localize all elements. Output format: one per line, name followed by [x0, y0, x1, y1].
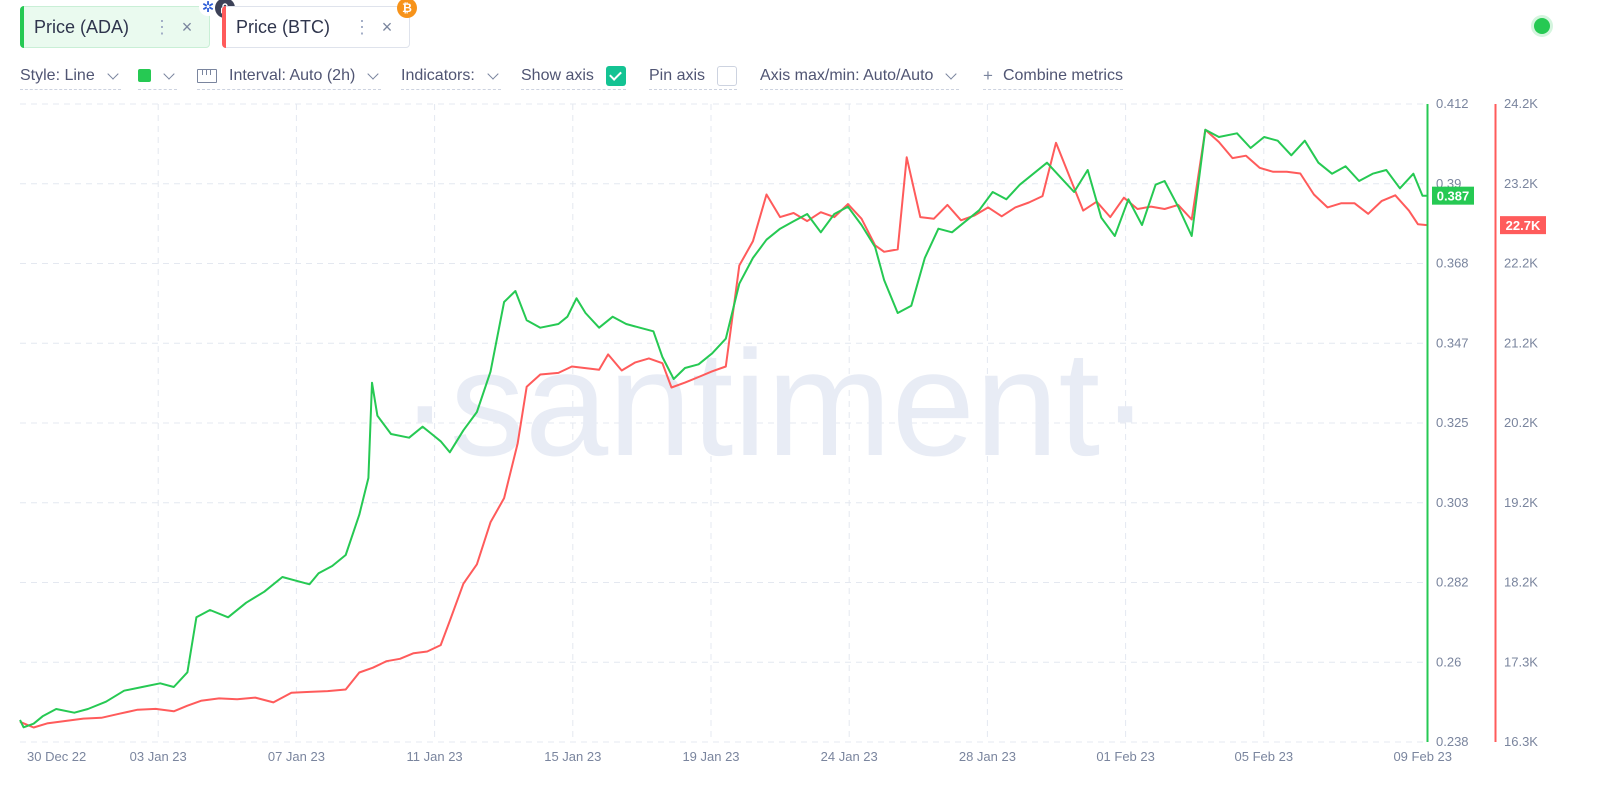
metric-tab-btc[interactable]: Price (BTC) ⋮ ×	[222, 6, 410, 48]
combine-metrics-label: Combine metrics	[1002, 66, 1123, 84]
y-left-tick-label: 0.238	[1436, 734, 1469, 749]
y-right-tick-label: 21.2K	[1504, 335, 1538, 350]
last-value-label: 22.7K	[1506, 218, 1541, 233]
style-dropdown[interactable]: Style: Line	[20, 62, 121, 90]
x-tick-label: 03 Jan 23	[130, 749, 187, 764]
chart-grid	[20, 103, 1427, 743]
x-tick-label: 19 Jan 23	[682, 749, 739, 764]
more-icon[interactable]: ⋮	[153, 16, 171, 37]
x-tick-label: 07 Jan 23	[268, 749, 325, 764]
show-axis-checkbox[interactable]	[605, 65, 626, 86]
chart-tick-labels: 0.412 24.2K0.39 23.2K0.368 22.2K0.347 21.2K0…	[27, 96, 1538, 764]
last-value-badge	[1432, 186, 1474, 205]
close-icon[interactable]: ×	[181, 16, 193, 37]
x-tick-label: 15 Jan 23	[544, 749, 601, 764]
pin-axis-toggle[interactable]: Pin axis	[649, 62, 738, 90]
y-right-tick-label: 16.3K	[1504, 734, 1538, 749]
interval-label: Interval: Auto (2h)	[229, 66, 356, 84]
indicators-label: Indicators:	[401, 66, 475, 84]
ruler-icon	[197, 68, 217, 83]
metric-label-btc: Price (BTC)	[236, 16, 330, 37]
metric-color-bar-ada	[20, 6, 24, 48]
metric-color-bar-btc	[222, 6, 226, 48]
last-value-badge	[1500, 216, 1546, 235]
cardano-icon: ✲	[199, 0, 217, 16]
show-axis-label: Show axis	[521, 66, 594, 84]
x-tick-label: 28 Jan 23	[959, 749, 1016, 764]
last-value-label: 0.387	[1437, 189, 1470, 204]
axis-minmax-label: Axis max/min: Auto/Auto	[760, 66, 934, 84]
combine-metrics-button[interactable]: + Combine metrics	[983, 62, 1123, 90]
pin-axis-label: Pin axis	[649, 66, 706, 84]
metric-tab-ada[interactable]: Price (ADA) ⋮ ×	[20, 6, 210, 48]
chart-series	[19, 128, 1428, 729]
x-tick-label: 01 Feb 23	[1096, 749, 1155, 764]
color-dropdown[interactable]	[138, 62, 177, 90]
series-line-ada	[19, 128, 1427, 729]
x-tick-label: 30 Dec 22	[27, 749, 86, 764]
axis-minmax-dropdown[interactable]: Axis max/min: Auto/Auto	[760, 62, 960, 90]
last-value-badges: 0.387 22.7K	[1432, 186, 1546, 235]
interval-dropdown[interactable]: Interval: Auto (2h)	[197, 62, 382, 90]
y-left-tick-label: 0.303	[1436, 495, 1469, 510]
x-tick-label: 09 Feb 23	[1393, 749, 1452, 764]
live-status-dot	[1534, 18, 1550, 34]
indicators-dropdown[interactable]: Indicators:	[401, 62, 501, 90]
x-tick-label: 05 Feb 23	[1235, 749, 1294, 764]
plus-icon: +	[983, 65, 993, 85]
y-left-tick-label: 0.368	[1436, 256, 1469, 271]
bitcoin-icon: ₿	[397, 0, 417, 18]
y-right-tick-label: 22.2K	[1504, 256, 1538, 271]
y-left-tick-label: 0.325	[1436, 415, 1469, 430]
y-left-tick-label: 0.347	[1436, 335, 1469, 350]
y-left-tick-label: 0.412	[1436, 96, 1469, 111]
y-right-tick-label: 23.2K	[1504, 176, 1538, 191]
x-tick-label: 24 Jan 23	[821, 749, 878, 764]
more-icon[interactable]: ⋮	[353, 16, 371, 37]
metric-label-ada: Price (ADA)	[34, 16, 130, 37]
close-icon[interactable]: ×	[381, 16, 393, 37]
y-right-tick-label: 24.2K	[1504, 96, 1538, 111]
pin-axis-checkbox[interactable]	[717, 65, 738, 86]
x-tick-label: 11 Jan 23	[407, 749, 463, 764]
y-right-tick-label: 18.2K	[1504, 575, 1538, 590]
y-right-tick-label: 20.2K	[1504, 415, 1538, 430]
y-right-tick-label: 19.2K	[1504, 495, 1538, 510]
y-left-tick-label: 0.282	[1436, 575, 1469, 590]
y-right-tick-label: 17.3K	[1504, 654, 1538, 669]
show-axis-toggle[interactable]: Show axis	[521, 62, 626, 90]
color-swatch	[138, 69, 151, 82]
style-label: Style: Line	[20, 66, 95, 84]
chart-axes	[1426, 104, 1497, 742]
y-left-tick-label: 0.26	[1436, 654, 1461, 669]
